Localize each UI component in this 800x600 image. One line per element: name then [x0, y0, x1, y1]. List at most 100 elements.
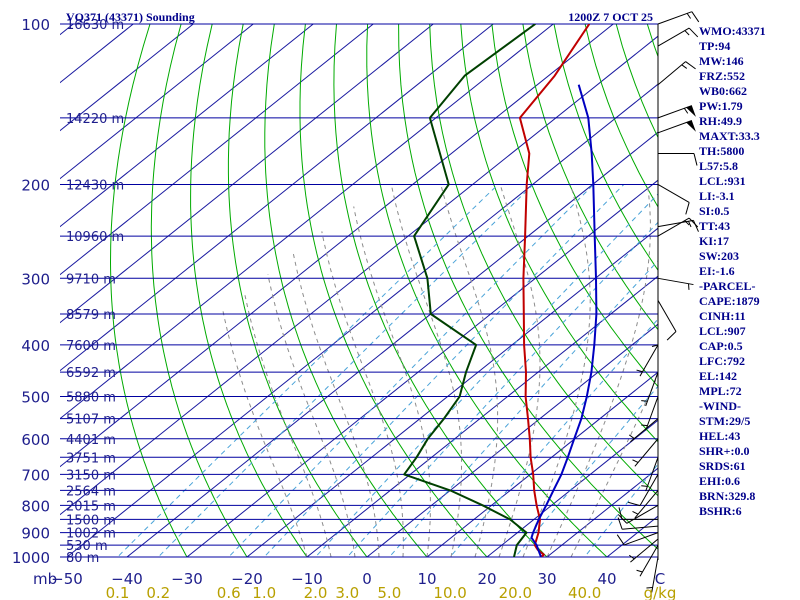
wind-barb [657, 277, 694, 290]
wind-barb-staff [626, 504, 659, 524]
wind-barb-staff [657, 219, 694, 228]
isotherm-line [60, 24, 494, 372]
wind-barb [617, 517, 659, 530]
pressure-unit-label: mb [33, 570, 57, 588]
wind-barb-half-feather [651, 344, 659, 347]
wind-barb-staff [624, 532, 659, 546]
mixing-ratio-label: 20.0 [499, 584, 532, 600]
wind-barb-pennant [686, 105, 696, 117]
mixing-ratio-line [514, 385, 658, 557]
height-label: 9710 m [66, 272, 116, 287]
wind-barb-staff [622, 525, 659, 530]
moist-adiabat-line [267, 274, 356, 557]
stability-index-panel: WMO:43371TP:94MW:146FRZ:552WB0:662PW:1.7… [699, 24, 766, 518]
wind-barb-half-feather [636, 569, 643, 573]
wind-barb-feather [692, 220, 699, 232]
height-label: 80 m [66, 551, 99, 566]
wind-barb-half-feather [641, 400, 648, 402]
wind-barb-staff [630, 418, 659, 443]
isotherm-line [60, 24, 254, 180]
stability-index-item: BSHR:6 [699, 504, 742, 518]
wind-barb [657, 300, 677, 341]
mixing-ratio-label: 3.0 [335, 584, 359, 600]
wind-barb [657, 219, 699, 232]
height-label: 3150 m [66, 468, 116, 483]
isotherm-line [60, 24, 314, 228]
stability-index-item: SW:203 [699, 249, 739, 263]
wind-barb [646, 556, 659, 593]
wind-barb [658, 153, 698, 166]
stability-index-item: TT:43 [699, 219, 730, 233]
height-label: 12430 m [66, 178, 124, 193]
wind-barb [632, 438, 659, 467]
height-label: 1500 m [66, 513, 116, 528]
temperature-tick-label: −40 [111, 570, 143, 588]
wind-barb-staff [657, 11, 692, 25]
isotherm-line [426, 371, 658, 557]
mixing-ratio-label: 40.0 [568, 584, 601, 600]
wind-barb-half-feather [641, 424, 648, 427]
dry-adiabat-line [429, 24, 658, 497]
axis-end-label: C [655, 570, 665, 588]
stability-index-item: EI:-1.6 [699, 264, 735, 278]
mixing-ratio-label: 0.6 [217, 584, 241, 600]
height-label: 5880 m [66, 391, 116, 406]
height-label: 2015 m [66, 499, 116, 514]
moist-adiabat-line [390, 184, 463, 557]
wind-barb-staff [645, 396, 659, 431]
temperature-tick-label: 10 [417, 570, 436, 588]
wind-barb-staff [634, 438, 659, 467]
wind-barb [657, 61, 696, 86]
isotherm-line [66, 83, 658, 557]
dry-adiabat-line [366, 24, 608, 557]
height-label: 6592 m [66, 366, 116, 381]
background-grid [60, 24, 658, 557]
height-label: 4401 m [66, 433, 116, 448]
wind-barb [657, 27, 699, 47]
wind-barb-half-feather [632, 459, 639, 463]
mixing-ratio-line [228, 184, 594, 557]
wind-barb [641, 371, 659, 407]
pressure-label: 900 [21, 525, 50, 543]
height-label: 3751 m [66, 451, 116, 466]
isotherm-line [126, 131, 658, 557]
sounding-profiles [403, 24, 598, 557]
stability-index-item: KI:17 [699, 234, 729, 248]
stability-index-item: LI:-3.1 [699, 189, 735, 203]
wind-barb-feather [685, 202, 690, 215]
wind-barb-staff [645, 371, 659, 407]
height-label: 14220 m [66, 112, 124, 127]
moist-adiabat-line [222, 310, 308, 557]
pressure-label: 600 [21, 431, 50, 449]
stability-index-item: -WIND- [699, 399, 741, 413]
isotherm-line [186, 179, 658, 557]
isotherm-line [60, 24, 554, 420]
mixing-ratio-label: 0.2 [146, 584, 170, 600]
temperature-tick-label: 30 [537, 570, 556, 588]
isotherm-line [60, 24, 194, 132]
stability-index-item: L57:5.8 [699, 159, 738, 173]
wind-barb-staff [639, 544, 659, 577]
dry-adiabat-line [491, 24, 658, 388]
mixing-ratio-unit: g/kg [644, 584, 677, 600]
height-label: 5107 m [66, 413, 116, 428]
isotherm-line [366, 323, 658, 557]
dry-adiabat-line [553, 24, 658, 272]
dry-adiabat-line [333, 24, 548, 557]
stability-index-item: MPL:72 [699, 384, 742, 398]
wind-barb-feather [691, 11, 700, 23]
valid-time: 1200Z 7 OCT 25 [568, 10, 653, 24]
stability-index-item: STM:29/5 [699, 414, 750, 428]
temperature-profile-line [518, 24, 591, 557]
wind-barb [628, 418, 659, 443]
wind-barb-feather [666, 331, 677, 341]
stability-index-item: -PARCEL- [699, 279, 755, 293]
stability-index-item: SI:0.5 [699, 204, 729, 218]
wind-barb-feather [685, 61, 696, 70]
wind-barb-staff [657, 120, 692, 134]
dry-adiabat-line [150, 24, 248, 557]
stability-index-item: LCL:907 [699, 324, 746, 338]
wind-barb [657, 105, 696, 119]
wind-barb [616, 532, 659, 546]
stability-index-item: EHI:0.6 [699, 474, 740, 488]
